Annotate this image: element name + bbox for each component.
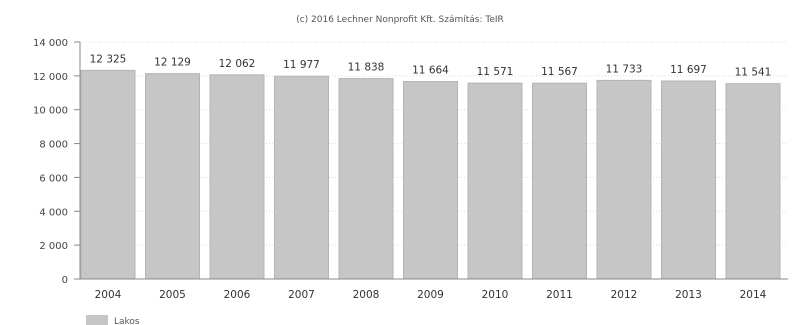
data-label: 11 977 bbox=[283, 59, 320, 71]
x-tick-label: 2014 bbox=[740, 289, 767, 301]
y-axis: 0 2 000 4 000 6 000 8 000 10 000 12 000 14 000 bbox=[33, 38, 81, 286]
data-label: 11 567 bbox=[541, 66, 578, 78]
bar[interactable] bbox=[274, 75, 329, 280]
y-tick-label: 2 000 bbox=[39, 241, 68, 252]
data-label: 11 571 bbox=[477, 66, 514, 78]
data-label: 12 325 bbox=[90, 53, 127, 65]
bar[interactable] bbox=[338, 78, 394, 280]
chart-credit: (c) 2016 Lechner Nonprofit Kft. Számítás… bbox=[296, 15, 504, 25]
data-label: 11 697 bbox=[670, 64, 707, 76]
x-tick-label: 2011 bbox=[546, 289, 573, 301]
legend-swatch[interactable] bbox=[86, 315, 108, 325]
bar[interactable] bbox=[403, 81, 458, 280]
bar[interactable] bbox=[209, 74, 265, 280]
x-tick-label: 2007 bbox=[288, 289, 315, 301]
y-tick-label: 4 000 bbox=[39, 207, 68, 218]
y-tick-label: 6 000 bbox=[39, 173, 68, 184]
data-label: 11 733 bbox=[606, 63, 643, 75]
x-tick-label: 2010 bbox=[482, 289, 509, 301]
x-tick-label: 2013 bbox=[675, 289, 702, 301]
x-tick-label: 2008 bbox=[353, 289, 380, 301]
bar[interactable] bbox=[725, 83, 781, 280]
data-label: 12 062 bbox=[219, 58, 256, 70]
legend-label[interactable]: Lakos bbox=[114, 317, 140, 325]
legend[interactable]: Lakos bbox=[86, 315, 140, 325]
x-tick-label: 2005 bbox=[159, 289, 186, 301]
x-tick-label: 2012 bbox=[611, 289, 638, 301]
y-tick-label: 8 000 bbox=[39, 140, 68, 151]
x-tick-label: 2006 bbox=[224, 289, 251, 301]
bar[interactable] bbox=[661, 80, 716, 280]
data-label: 11 838 bbox=[348, 62, 385, 74]
bar[interactable] bbox=[596, 79, 652, 280]
y-tick-label: 10 000 bbox=[33, 106, 68, 117]
y-tick-label: 14 000 bbox=[33, 38, 68, 49]
bar[interactable] bbox=[532, 82, 587, 280]
data-label: 11 664 bbox=[412, 65, 449, 77]
x-axis: 2004 2005 2006 2007 2008 2009 2010 2011 2012 2013… bbox=[80, 278, 788, 301]
x-tick-label: 2004 bbox=[95, 289, 122, 301]
data-label: 12 129 bbox=[154, 57, 191, 69]
data-label: 11 541 bbox=[735, 67, 772, 79]
bar[interactable] bbox=[145, 73, 200, 280]
data-labels: 12 325 12 129 12 062 11 977 11 838 11 664 11 5… bbox=[90, 53, 772, 78]
bars bbox=[80, 69, 781, 280]
y-tick-label: 0 bbox=[62, 275, 68, 286]
x-tick-label: 2009 bbox=[417, 289, 444, 301]
y-tick-label: 12 000 bbox=[33, 72, 68, 83]
bar[interactable] bbox=[80, 69, 136, 280]
bar[interactable] bbox=[467, 82, 523, 280]
